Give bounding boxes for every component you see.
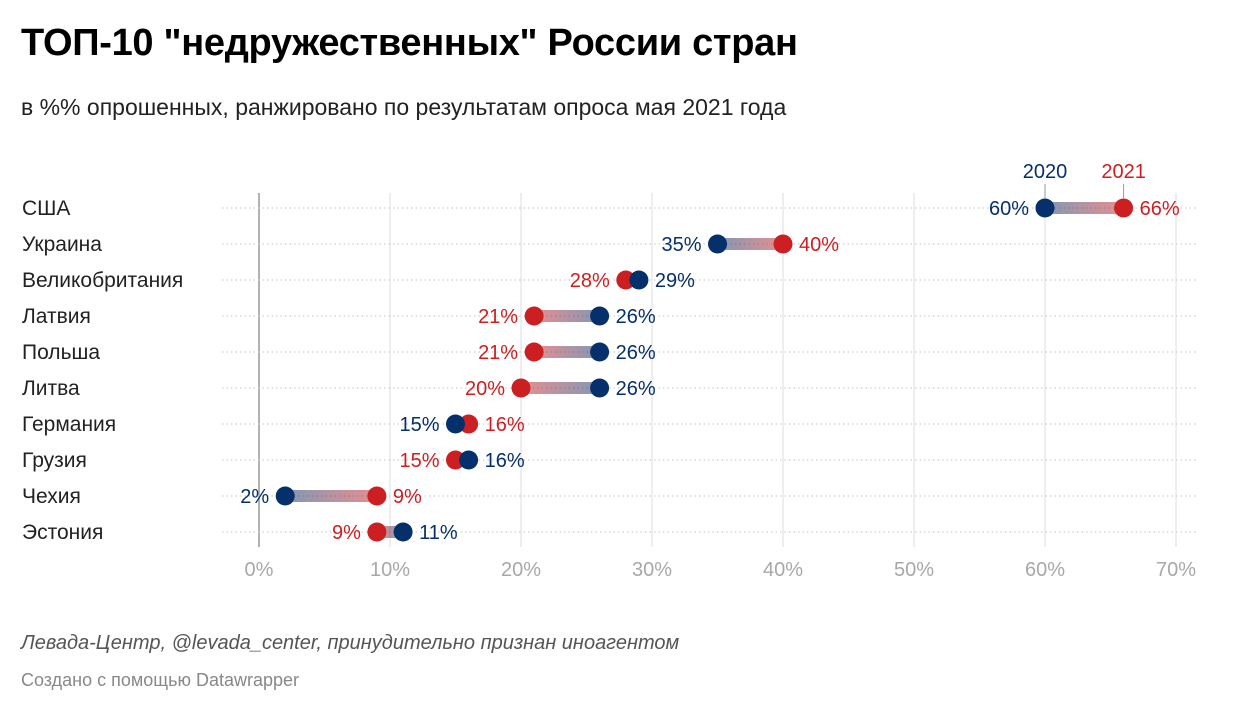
range-bar <box>1045 202 1124 214</box>
value-label-2021: 16% <box>485 414 525 436</box>
credit-note: Создано с помощью Datawrapper <box>21 670 300 690</box>
dot-2020 <box>590 306 610 326</box>
value-label-2021: 21% <box>478 306 518 328</box>
dot-2020 <box>708 234 727 254</box>
category-label: Чехия <box>22 485 81 508</box>
category-label: США <box>22 197 70 220</box>
category-label: Литва <box>22 377 80 400</box>
value-label-2021: 9% <box>332 522 361 544</box>
range-bar <box>534 346 600 358</box>
dot-2021 <box>446 450 465 470</box>
dot-2021 <box>773 234 793 254</box>
x-tick-label: 70% <box>1156 559 1196 581</box>
dot-2020 <box>446 414 465 434</box>
category-label: Латвия <box>22 305 91 328</box>
value-label-2020: 29% <box>655 270 695 292</box>
x-tick-label: 10% <box>370 559 410 581</box>
category-label: Украина <box>22 233 102 256</box>
value-label-2020: 60% <box>989 198 1029 220</box>
category-label: Польша <box>22 341 100 364</box>
category-label: Эстония <box>22 521 103 544</box>
legend-2020: 2020 <box>1023 161 1068 183</box>
range-bar <box>521 382 600 394</box>
dot-2020 <box>393 522 413 542</box>
range-bar <box>534 310 600 322</box>
value-label-2020: 26% <box>616 378 656 400</box>
value-label-2020: 16% <box>485 450 525 472</box>
value-label-2021: 66% <box>1140 198 1180 220</box>
value-label-2021: 21% <box>478 342 518 364</box>
value-label-2021: 28% <box>570 270 610 292</box>
dot-2021 <box>524 342 544 362</box>
x-tick-label: 50% <box>894 559 934 581</box>
category-label: Грузия <box>22 449 87 472</box>
category-label: Германия <box>22 413 116 436</box>
value-label-2020: 35% <box>661 234 701 256</box>
value-label-2021: 40% <box>799 234 839 256</box>
dot-2020 <box>629 270 649 290</box>
dot-2021 <box>511 378 531 398</box>
source-note: Левада-Центр, @levada_center, принудител… <box>21 632 680 654</box>
dot-2020 <box>275 486 295 506</box>
value-label-2021: 20% <box>465 378 505 400</box>
x-tick-label: 40% <box>763 559 803 581</box>
dot-2021 <box>1114 198 1134 218</box>
value-label-2020: 15% <box>399 414 439 436</box>
x-tick-label: 30% <box>632 559 672 581</box>
legend-2021: 2021 <box>1101 161 1146 183</box>
chart-title: ТОП-10 "недружественных" России стран <box>21 22 798 64</box>
x-tick-label: 0% <box>245 559 274 581</box>
value-label-2020: 2% <box>240 486 269 508</box>
value-label-2021: 15% <box>399 450 439 472</box>
value-label-2020: 26% <box>616 342 656 364</box>
dot-2020 <box>590 378 610 398</box>
dot-2020 <box>590 342 610 362</box>
value-label-2021: 9% <box>393 486 422 508</box>
value-label-2020: 26% <box>616 306 656 328</box>
dot-2021 <box>459 414 479 434</box>
dot-2021 <box>524 306 544 326</box>
range-bar <box>285 490 377 502</box>
x-tick-label: 20% <box>501 559 541 581</box>
dot-2021 <box>367 522 387 542</box>
dot-2020 <box>1035 198 1055 218</box>
dot-2021 <box>367 486 387 506</box>
x-tick-label: 60% <box>1025 559 1065 581</box>
dot-2021 <box>616 270 636 290</box>
category-label: Великобритания <box>22 269 183 292</box>
dot-range-chart: 0% 10% 20% 30% 40% 50% 60% 70% 2020 2021 США 60% 66%… <box>22 161 1198 581</box>
chart-subtitle: в %% опрошенных, ранжировано по результа… <box>21 94 787 120</box>
range-bar <box>717 238 783 250</box>
dot-2020 <box>459 450 479 470</box>
value-label-2020: 11% <box>419 522 458 544</box>
